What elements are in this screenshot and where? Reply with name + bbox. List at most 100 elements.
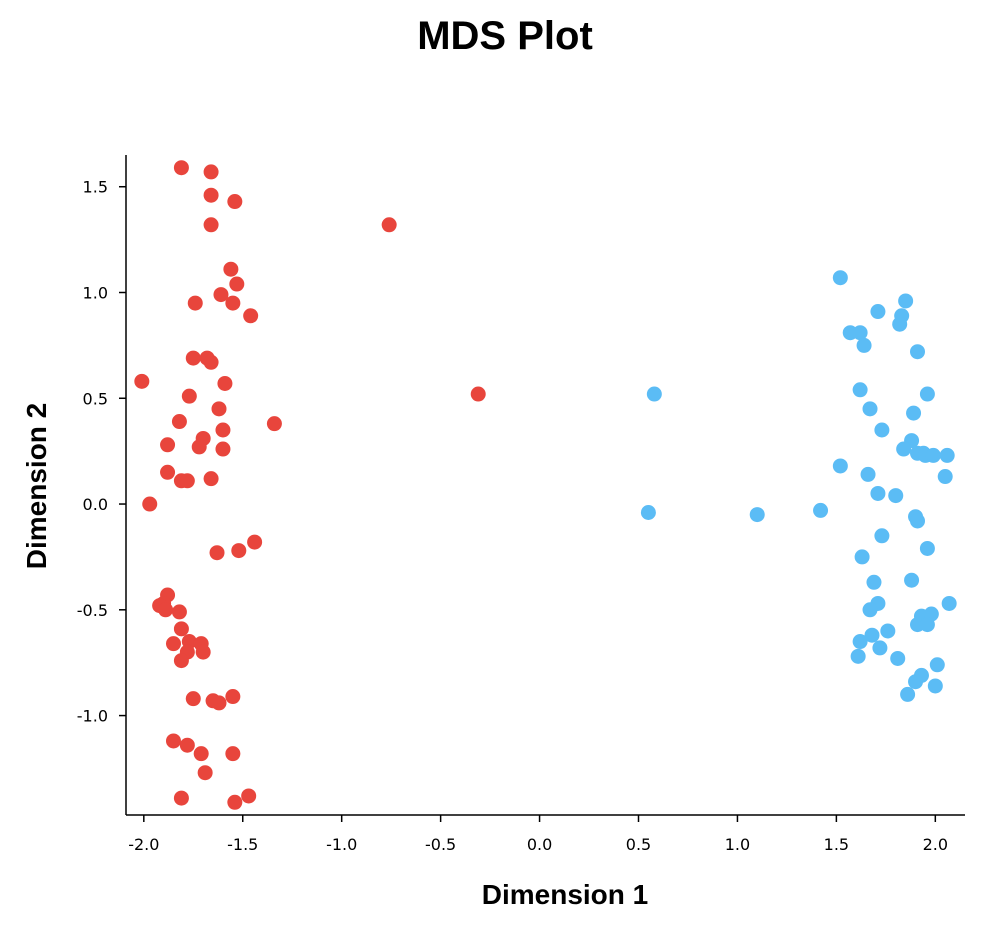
data-point-series-1 [203, 217, 219, 233]
data-point-series-1 [203, 164, 219, 180]
data-point-series-2 [852, 382, 868, 398]
chart-title: MDS Plot [417, 14, 593, 58]
data-point-series-2 [919, 386, 935, 402]
data-point-series-1 [241, 788, 257, 804]
y-tick-label: 0.5 [83, 389, 108, 408]
data-point-series-1 [243, 308, 259, 324]
data-point-series-1 [223, 261, 239, 277]
y-tick-label: -1.0 [77, 707, 108, 726]
data-point-series-2 [862, 602, 878, 618]
data-point-series-2 [939, 447, 955, 463]
data-point-series-2 [896, 441, 912, 457]
data-point-series-1 [215, 422, 231, 438]
data-point-series-2 [925, 447, 941, 463]
data-point-series-2 [880, 623, 896, 639]
data-point-series-1 [191, 439, 207, 455]
data-point-series-2 [862, 401, 878, 417]
data-point-series-1 [187, 295, 203, 311]
data-point-series-2 [919, 540, 935, 556]
data-point-series-2 [856, 337, 872, 353]
data-point-series-2 [900, 686, 916, 702]
data-point-series-2 [646, 386, 662, 402]
data-point-series-1 [225, 295, 241, 311]
data-point-series-1 [142, 496, 158, 512]
x-tick-label: 0.0 [527, 835, 552, 854]
data-point-series-1 [231, 543, 247, 559]
data-point-series-2 [888, 488, 904, 504]
y-ticks: -1.0 -0.5 0.0 0.5 1.0 1.5 [77, 178, 126, 726]
x-tick-label: -2.0 [128, 835, 159, 854]
data-point-series-1 [179, 473, 195, 489]
y-tick-label: 1.5 [83, 178, 108, 197]
data-point-series-2 [927, 678, 943, 694]
data-point-series-1 [185, 691, 201, 707]
data-point-series-2 [852, 325, 868, 341]
y-tick-label: 1.0 [83, 284, 108, 303]
data-point-series-1 [173, 790, 189, 806]
data-point-series-1 [213, 287, 229, 303]
data-point-series-1 [247, 534, 263, 550]
data-point-series-1 [185, 350, 201, 366]
data-point-series-2 [854, 549, 870, 565]
x-tick-label: -0.5 [425, 835, 456, 854]
data-points [134, 160, 957, 810]
data-point-series-1 [227, 794, 243, 810]
data-point-series-1 [211, 401, 227, 417]
x-axis-label: Dimension 1 [482, 879, 648, 910]
data-point-series-1 [197, 765, 213, 781]
data-point-series-2 [640, 505, 656, 520]
data-point-series-1 [470, 386, 486, 402]
data-point-series-2 [749, 507, 765, 523]
data-point-series-1 [381, 217, 397, 233]
data-point-series-1 [160, 437, 176, 453]
data-point-series-1 [215, 441, 231, 457]
y-axis-label: Dimension 2 [21, 403, 52, 569]
data-point-series-1 [134, 373, 150, 389]
x-tick-label: 0.5 [626, 835, 651, 854]
y-tick-label: 0.0 [83, 495, 108, 514]
data-point-series-1 [171, 414, 187, 430]
data-point-series-2 [832, 458, 848, 474]
data-point-series-2 [910, 344, 926, 360]
data-point-series-2 [941, 595, 957, 611]
data-point-series-1 [211, 695, 227, 711]
x-tick-label: 2.0 [923, 835, 948, 854]
data-point-series-1 [209, 545, 225, 561]
x-tick-label: 1.5 [824, 835, 849, 854]
data-point-series-1 [203, 354, 219, 370]
data-point-series-1 [179, 737, 195, 753]
data-point-series-1 [203, 471, 219, 487]
data-point-series-2 [890, 650, 906, 666]
x-tick-label: -1.5 [227, 835, 258, 854]
data-point-series-1 [165, 636, 181, 652]
data-point-series-1 [160, 464, 176, 480]
data-point-series-2 [906, 405, 922, 421]
data-point-series-2 [852, 634, 868, 650]
data-point-series-2 [864, 627, 880, 643]
data-point-series-2 [872, 640, 888, 656]
data-point-series-2 [892, 316, 908, 332]
data-point-series-1 [195, 644, 211, 660]
x-tick-label: 1.0 [725, 835, 750, 854]
data-point-series-2 [874, 422, 890, 438]
data-point-series-2 [904, 572, 920, 588]
data-point-series-2 [919, 617, 935, 633]
data-point-series-1 [181, 388, 197, 404]
data-point-series-2 [937, 469, 953, 485]
x-tick-label: -1.0 [326, 835, 357, 854]
data-point-series-1 [165, 733, 181, 749]
x-ticks: -2.0 -1.5 -1.0 -0.5 0.0 0.5 1.0 1.5 2.0 [128, 815, 948, 854]
data-point-series-1 [229, 276, 245, 292]
data-point-series-1 [225, 746, 241, 762]
data-point-series-2 [870, 304, 886, 320]
data-point-series-2 [832, 270, 848, 286]
y-tick-label: -0.5 [77, 601, 108, 620]
data-point-series-2 [866, 574, 882, 590]
data-point-series-1 [173, 621, 189, 637]
data-point-series-1 [173, 653, 189, 669]
data-point-series-1 [203, 187, 219, 203]
data-point-series-1 [225, 689, 241, 705]
data-point-series-1 [193, 746, 209, 762]
data-point-series-2 [929, 657, 945, 673]
data-point-series-1 [227, 194, 243, 210]
